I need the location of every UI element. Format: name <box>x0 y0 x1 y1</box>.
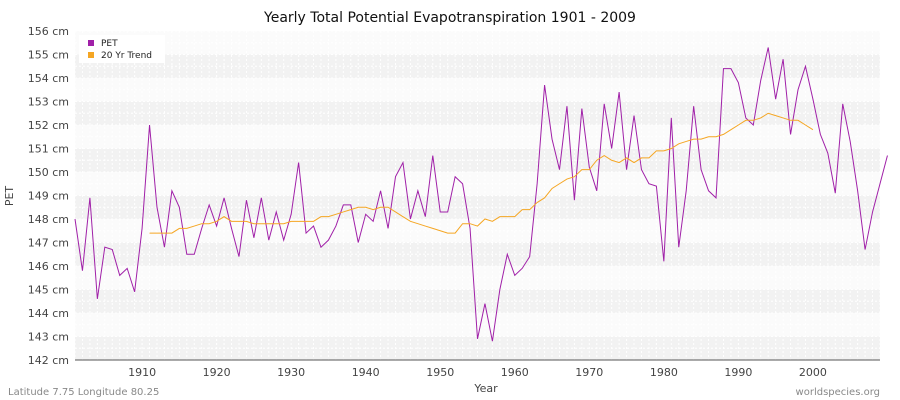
x-tick-label: 1940 <box>352 366 380 379</box>
x-tick-label: 1930 <box>277 366 305 379</box>
y-tick-label: 151 cm <box>28 143 69 156</box>
y-tick-label: 144 cm <box>28 307 69 320</box>
y-tick-label: 142 cm <box>28 354 69 367</box>
x-axis-ticks: 1910 1920 1930 1940 1950 1960 1970 1980 1990 2000 <box>128 366 827 379</box>
x-tick-label: 1970 <box>575 366 603 379</box>
legend-swatch-pet <box>88 40 94 46</box>
y-axis-ticks: 142 cm 143 cm 144 cm 145 cm 146 cm 147 cm 148 … <box>28 25 69 367</box>
x-tick-label: 1910 <box>128 366 156 379</box>
y-tick-label: 156 cm <box>28 25 69 38</box>
x-tick-label: 1920 <box>203 366 231 379</box>
y-tick-label: 148 cm <box>28 213 69 226</box>
y-tick-label: 149 cm <box>28 190 69 203</box>
y-tick-label: 152 cm <box>28 119 69 132</box>
x-tick-label: 2000 <box>799 366 827 379</box>
legend-label-trend: 20 Yr Trend <box>101 51 152 61</box>
x-tick-label: 1980 <box>650 366 678 379</box>
y-tick-label: 145 cm <box>28 284 69 297</box>
y-tick-label: 143 cm <box>28 331 69 344</box>
series-group <box>74 47 888 342</box>
y-axis-label: PET <box>3 186 16 207</box>
y-tick-label: 150 cm <box>28 166 69 179</box>
y-tick-label: 154 cm <box>28 72 69 85</box>
legend: PET 20 Yr Trend <box>79 35 165 63</box>
series-line-trend <box>149 112 814 234</box>
x-axis-label: Year <box>473 382 498 395</box>
chart-title: Yearly Total Potential Evapotranspiratio… <box>263 10 636 26</box>
legend-label-pet: PET <box>101 39 118 49</box>
x-tick-label: 1960 <box>501 366 529 379</box>
y-tick-label: 155 cm <box>28 49 69 62</box>
y-tick-label: 153 cm <box>28 96 69 109</box>
footer-source: worldspecies.org <box>796 387 880 398</box>
grid <box>74 30 881 361</box>
x-tick-label: 1950 <box>426 366 454 379</box>
legend-swatch-trend <box>88 52 94 58</box>
x-tick-label: 1990 <box>724 366 752 379</box>
y-tick-label: 146 cm <box>28 260 69 273</box>
footer-location: Latitude 7.75 Longitude 80.25 <box>8 387 159 398</box>
y-tick-label: 147 cm <box>28 237 69 250</box>
series-line-pet <box>74 47 888 342</box>
legend-box <box>79 35 165 63</box>
